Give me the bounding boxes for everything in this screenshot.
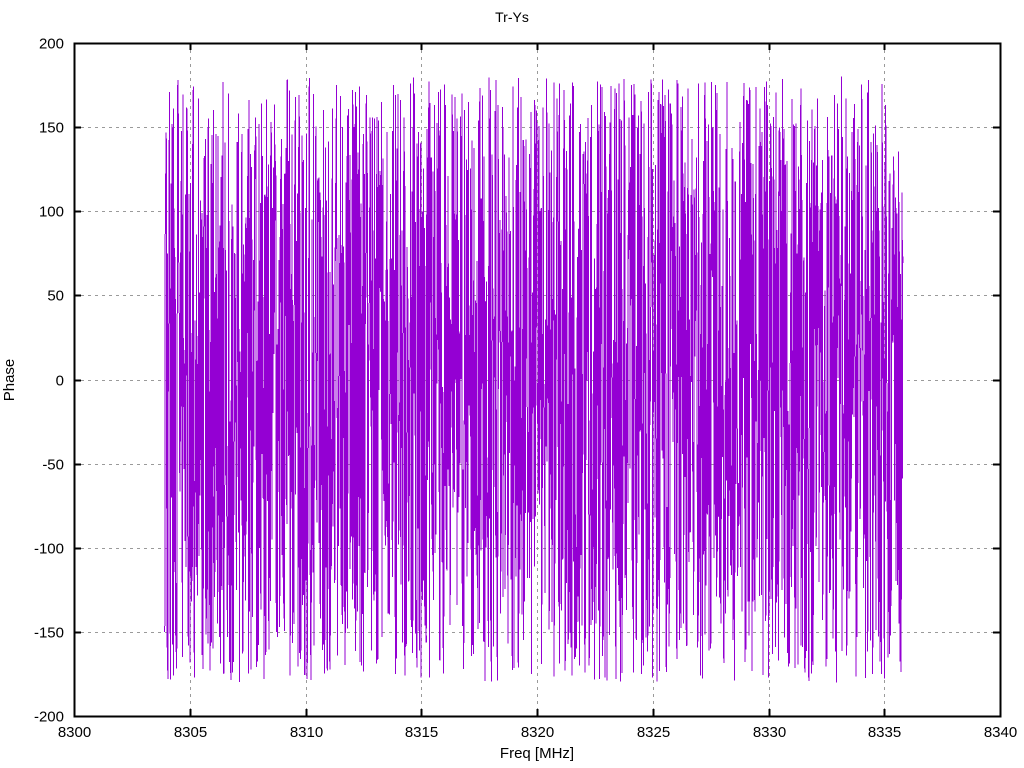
x-tick-label: 8325 [637,724,670,741]
series-line-tr-ys [164,76,904,683]
y-tick-label: -100 [34,541,64,558]
x-tick-label: 8320 [521,724,554,741]
x-tick-label: 8305 [174,724,207,741]
x-tick-label: 8310 [290,724,323,741]
axis-tick-labels: 8300 8305 8310 8315 8320 8325 8330 8335 8340 200 1… [34,36,1017,742]
x-tick-label: 8330 [753,724,786,741]
x-tick-label: 8340 [984,724,1017,741]
y-axis-title: Phase [1,359,18,402]
y-tick-label: 200 [39,36,64,53]
y-tick-label: 0 [56,373,64,390]
y-tick-label: 50 [47,288,64,305]
x-axis-title: Freq [MHz] [500,745,574,762]
chart-title: Tr-Ys [495,9,529,25]
y-tick-label: -50 [42,457,64,474]
x-tick-label: 8335 [868,724,901,741]
x-tick-label: 8300 [58,724,91,741]
axis-ticks [73,42,1002,718]
y-tick-label: -200 [34,709,64,726]
y-tick-label: -150 [34,625,64,642]
y-tick-label: 100 [39,204,64,221]
phase-data-trace [164,76,904,683]
y-tick-label: 150 [39,120,64,137]
x-tick-label: 8315 [405,724,438,741]
